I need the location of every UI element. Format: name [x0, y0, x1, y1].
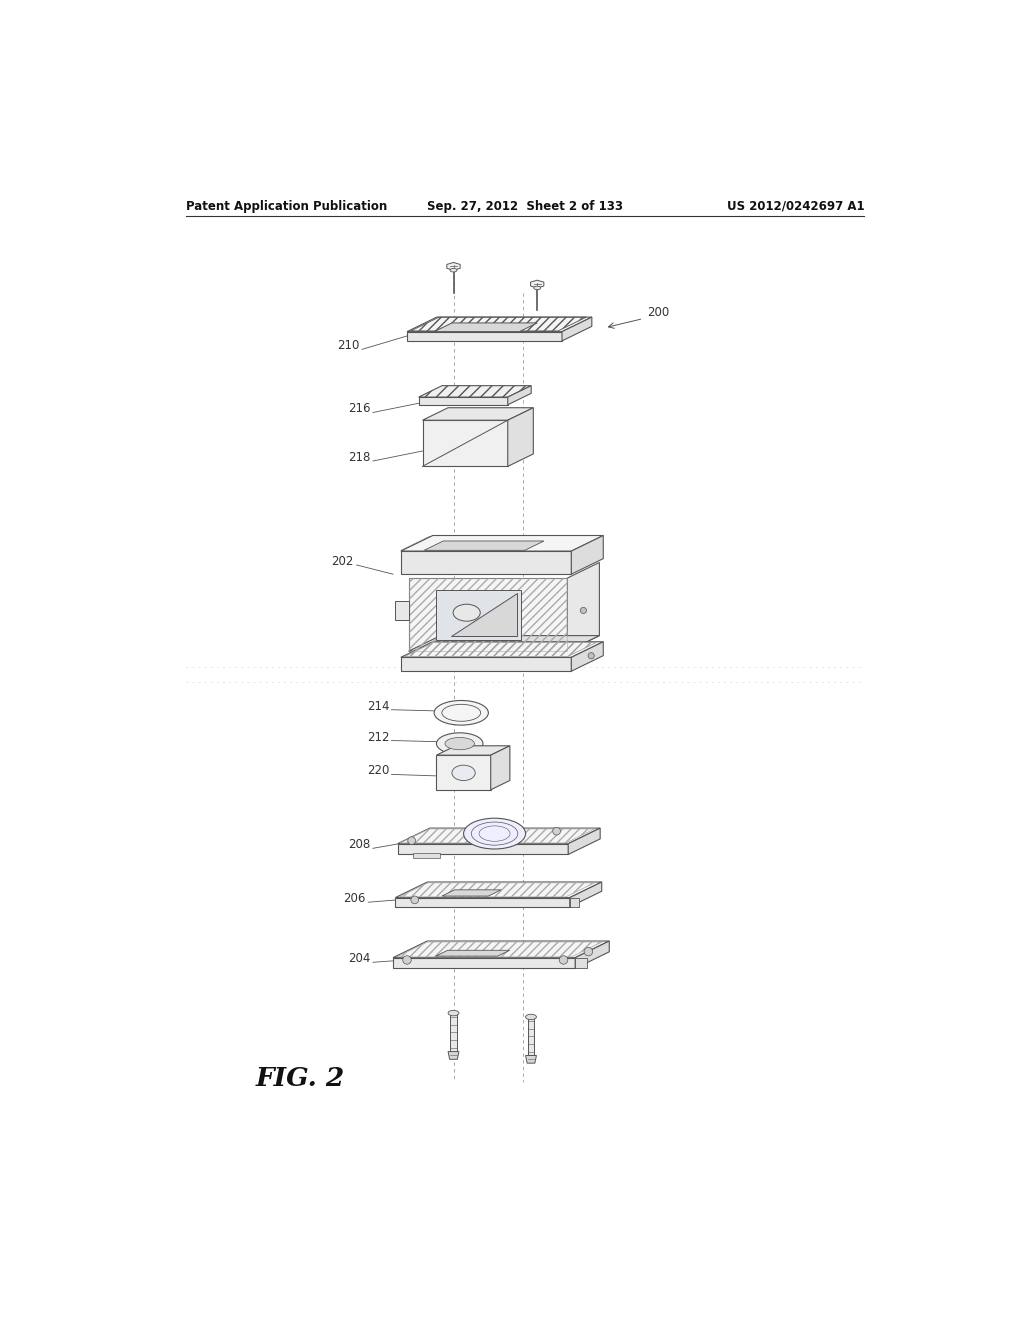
Polygon shape	[397, 843, 568, 854]
Polygon shape	[449, 1052, 459, 1059]
Circle shape	[402, 956, 412, 964]
Text: 212: 212	[367, 730, 389, 743]
Polygon shape	[393, 941, 609, 958]
Circle shape	[408, 837, 416, 845]
Polygon shape	[567, 562, 599, 651]
Circle shape	[559, 956, 568, 964]
Polygon shape	[419, 385, 531, 397]
Polygon shape	[452, 594, 517, 636]
Polygon shape	[436, 746, 510, 755]
Ellipse shape	[452, 766, 475, 780]
Polygon shape	[407, 317, 592, 331]
Circle shape	[584, 948, 593, 956]
Polygon shape	[400, 657, 571, 671]
Polygon shape	[414, 853, 440, 858]
Polygon shape	[575, 958, 587, 969]
Ellipse shape	[453, 605, 480, 622]
Polygon shape	[490, 746, 510, 789]
Polygon shape	[434, 323, 538, 331]
Ellipse shape	[434, 701, 488, 725]
Polygon shape	[530, 280, 544, 288]
Polygon shape	[525, 1056, 537, 1063]
Polygon shape	[446, 263, 460, 271]
Polygon shape	[435, 590, 521, 640]
Text: 200: 200	[647, 306, 670, 319]
Polygon shape	[528, 1016, 535, 1056]
Text: 218: 218	[348, 451, 371, 465]
Text: 220: 220	[367, 764, 389, 777]
Polygon shape	[400, 552, 571, 574]
Polygon shape	[508, 385, 531, 405]
Text: Sep. 27, 2012  Sheet 2 of 133: Sep. 27, 2012 Sheet 2 of 133	[427, 199, 623, 213]
Text: 210: 210	[337, 339, 359, 352]
Polygon shape	[435, 950, 510, 956]
Polygon shape	[393, 958, 575, 969]
Text: 202: 202	[331, 554, 353, 568]
Polygon shape	[569, 898, 579, 907]
Text: 208: 208	[348, 838, 371, 851]
Circle shape	[588, 652, 594, 659]
Polygon shape	[436, 755, 490, 789]
Ellipse shape	[450, 268, 457, 272]
Ellipse shape	[464, 818, 525, 849]
Polygon shape	[442, 890, 501, 896]
Ellipse shape	[436, 733, 483, 755]
Ellipse shape	[445, 738, 474, 750]
Text: Patent Application Publication: Patent Application Publication	[186, 199, 387, 213]
Circle shape	[581, 607, 587, 614]
Polygon shape	[423, 408, 534, 420]
Polygon shape	[407, 331, 562, 341]
Polygon shape	[562, 317, 592, 341]
Polygon shape	[419, 397, 508, 405]
Text: FIG. 2: FIG. 2	[256, 1067, 345, 1092]
Ellipse shape	[534, 286, 541, 289]
Polygon shape	[423, 420, 508, 466]
Polygon shape	[508, 408, 534, 466]
Circle shape	[411, 896, 419, 904]
Polygon shape	[409, 578, 567, 651]
Polygon shape	[400, 536, 603, 552]
Ellipse shape	[449, 1010, 459, 1016]
Polygon shape	[451, 1014, 457, 1052]
Text: 206: 206	[343, 892, 366, 906]
Polygon shape	[571, 642, 603, 671]
Polygon shape	[409, 636, 599, 651]
Text: 204: 204	[348, 952, 371, 965]
Polygon shape	[575, 941, 609, 969]
Text: 214: 214	[367, 700, 389, 713]
Polygon shape	[569, 882, 602, 907]
Polygon shape	[395, 898, 569, 907]
Polygon shape	[395, 882, 602, 898]
Polygon shape	[571, 536, 603, 574]
Ellipse shape	[525, 1014, 537, 1019]
Polygon shape	[424, 541, 544, 550]
Text: 216: 216	[348, 403, 371, 416]
Polygon shape	[400, 642, 603, 657]
Polygon shape	[394, 601, 409, 620]
Polygon shape	[397, 828, 600, 843]
Polygon shape	[568, 828, 600, 854]
Circle shape	[553, 828, 560, 836]
Text: US 2012/0242697 A1: US 2012/0242697 A1	[727, 199, 864, 213]
